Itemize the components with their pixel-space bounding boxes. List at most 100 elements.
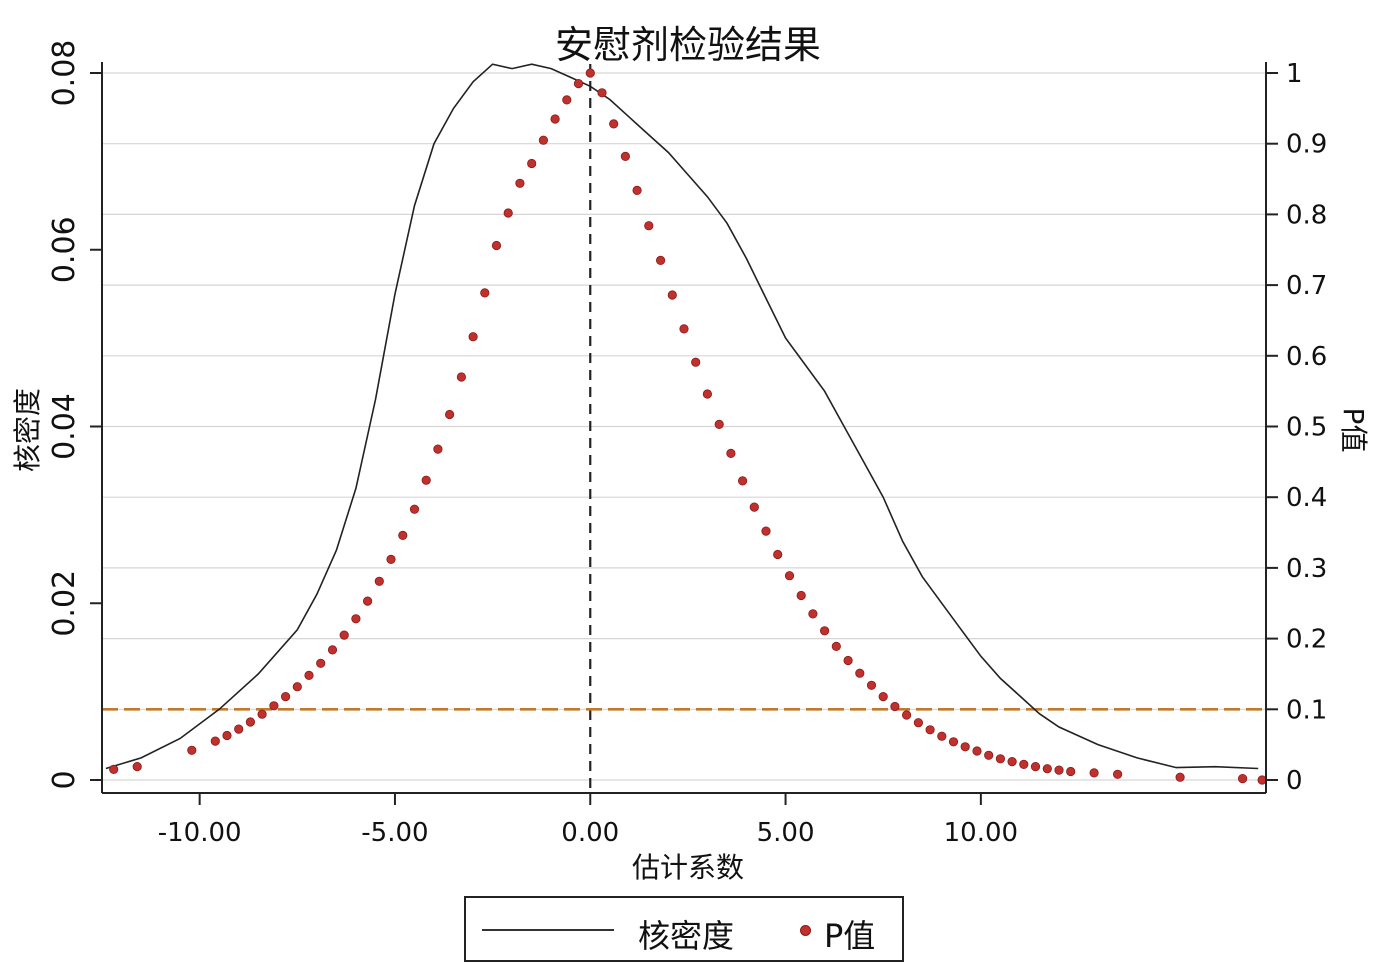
p-value-point xyxy=(726,448,736,458)
p-value-point xyxy=(843,655,853,666)
p-value-point xyxy=(515,178,525,188)
series-density-line xyxy=(105,63,1259,770)
p-value-point xyxy=(351,614,361,624)
p-value-point xyxy=(1030,761,1041,772)
p-value-point xyxy=(245,717,255,727)
p-value-point xyxy=(597,88,607,98)
y-right-tick-label: 0.2 xyxy=(1286,625,1327,655)
y-axis-right-label: P值 xyxy=(1337,407,1370,453)
p-value-point xyxy=(421,475,431,485)
p-value-point xyxy=(187,745,197,755)
p-value-point xyxy=(1113,769,1123,779)
legend-label-pvalue: P值 xyxy=(824,917,876,955)
p-value-point xyxy=(679,324,689,334)
p-value-point xyxy=(632,185,642,195)
p-value-point xyxy=(773,549,783,560)
x-tick-label: 10.00 xyxy=(944,818,1018,848)
p-value-point xyxy=(444,409,455,420)
p-value-point xyxy=(984,750,994,760)
y-right-tick-label: 0.6 xyxy=(1286,342,1327,372)
p-value-point xyxy=(257,709,267,719)
p-value-point xyxy=(1054,765,1064,775)
y-right-tick-label: 1 xyxy=(1286,59,1303,89)
p-value-point xyxy=(527,158,537,169)
p-value-point xyxy=(667,290,677,300)
p-value-point xyxy=(796,590,806,601)
y-right-tick-label: 0 xyxy=(1286,766,1303,796)
y-right-tick-label: 0.3 xyxy=(1286,554,1327,584)
legend-line-swatch xyxy=(482,929,614,931)
p-value-point xyxy=(538,135,549,145)
legend: 核密度 P值 xyxy=(464,896,904,962)
p-value-point xyxy=(925,725,935,735)
p-value-point xyxy=(280,691,291,702)
p-value-point xyxy=(339,630,349,640)
p-value-point xyxy=(1042,764,1052,774)
p-value-point xyxy=(1066,766,1076,777)
y-right-tick-label: 0.5 xyxy=(1286,413,1327,443)
y-right-tick-label: 0.7 xyxy=(1286,271,1327,301)
p-value-point xyxy=(292,682,302,692)
p-value-point xyxy=(491,240,502,251)
p-value-point xyxy=(866,680,877,690)
p-value-point xyxy=(362,596,373,606)
p-value-point xyxy=(374,576,384,586)
p-value-point xyxy=(468,332,478,342)
p-value-point xyxy=(550,114,560,124)
y-right-tick-label: 0.9 xyxy=(1286,130,1327,160)
p-value-point xyxy=(714,419,724,429)
p-value-point xyxy=(761,526,771,536)
p-value-point xyxy=(316,658,326,668)
y-left-tick-label: 0.08 xyxy=(47,40,82,107)
chart-title: 安慰剂检验结果 xyxy=(554,23,821,67)
p-value-point xyxy=(749,502,759,512)
x-axis-label: 估计系数 xyxy=(631,851,744,884)
p-value-point xyxy=(960,742,970,752)
p-value-point xyxy=(913,718,924,728)
p-value-point xyxy=(784,571,795,581)
p-value-point xyxy=(831,641,841,652)
p-value-point xyxy=(132,761,142,772)
p-value-point xyxy=(1238,773,1248,784)
p-value-point xyxy=(433,444,443,454)
p-value-point xyxy=(109,764,119,775)
y-left-tick-label: 0.02 xyxy=(47,570,82,637)
p-value-point xyxy=(1089,768,1099,778)
p-value-point xyxy=(1019,759,1029,770)
p-value-point xyxy=(398,530,408,541)
p-value-point xyxy=(327,645,338,655)
p-value-point xyxy=(210,736,220,746)
p-value-point xyxy=(562,95,572,105)
p-value-point xyxy=(878,691,888,702)
p-value-point xyxy=(620,151,631,161)
y-left-tick-label: 0 xyxy=(47,770,82,789)
y-axis-left-label: 核密度 xyxy=(11,387,44,473)
p-value-point xyxy=(480,288,490,298)
y-left-tick-label: 0.06 xyxy=(47,216,82,283)
p-value-point xyxy=(1007,756,1017,767)
p-value-point xyxy=(691,357,701,367)
p-value-point xyxy=(737,476,748,486)
p-value-point xyxy=(222,730,232,741)
p-value-point xyxy=(585,68,595,78)
y-right-tick-label: 0.8 xyxy=(1286,200,1327,230)
p-value-point xyxy=(409,504,420,514)
p-value-point xyxy=(456,372,466,382)
p-value-point xyxy=(808,609,818,619)
p-value-point xyxy=(890,701,900,712)
p-value-point xyxy=(609,119,619,129)
p-value-point xyxy=(269,701,279,711)
p-value-point xyxy=(1175,772,1185,782)
p-value-point xyxy=(573,79,584,89)
x-tick-label: -10.00 xyxy=(158,818,242,848)
legend-dot-swatch xyxy=(800,925,811,936)
p-value-point xyxy=(234,724,244,734)
x-tick-label: 5.00 xyxy=(757,818,815,848)
p-value-point xyxy=(503,208,513,218)
p-value-point xyxy=(386,554,396,565)
p-value-point xyxy=(937,731,947,741)
p-value-point xyxy=(855,668,865,678)
p-value-point xyxy=(702,389,713,399)
p-value-point xyxy=(655,255,666,265)
